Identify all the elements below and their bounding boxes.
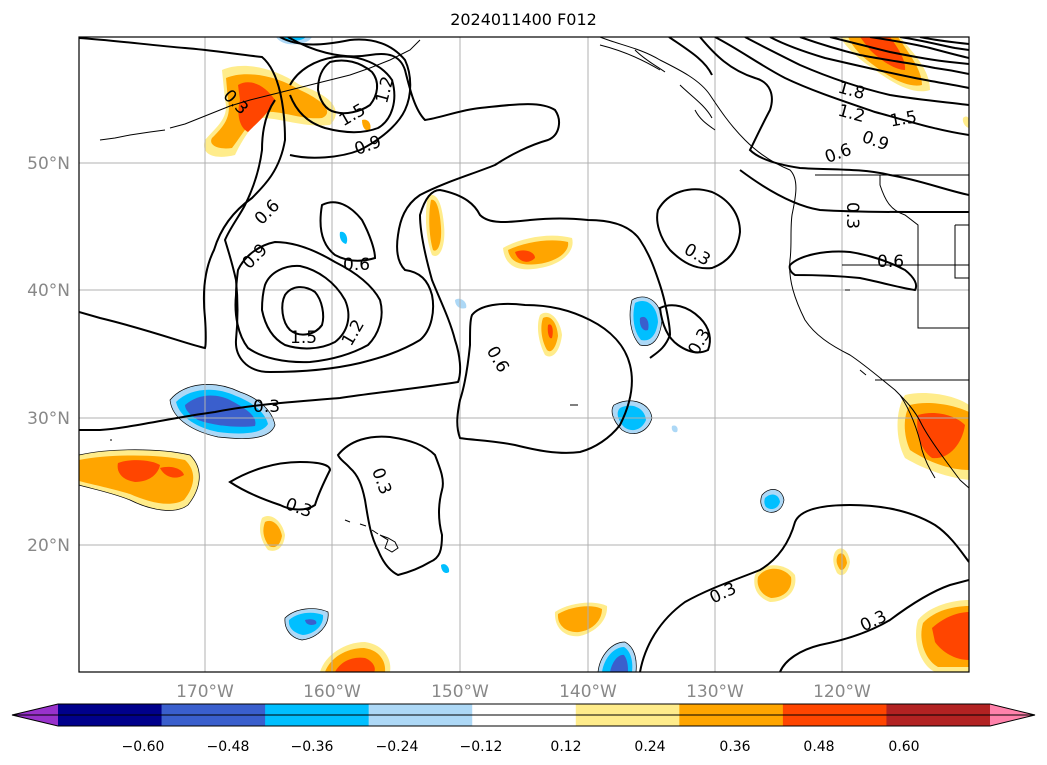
colorbar-tick-label: −0.12	[460, 739, 503, 755]
colorbar: −0.60 −0.48 −0.36 −0.24 −0.12 0.12 0.24 …	[11, 703, 1036, 755]
map-plot-area: 0.3 1.5 1.2 0.9 0.6 0.9 1.5 1.2 0.6 1.8 …	[79, 37, 969, 672]
colorbar-tick-label: 0.12	[550, 739, 581, 755]
latitude-labels: 50°N 40°N 30°N 20°N	[27, 154, 70, 556]
lat-label: 20°N	[27, 536, 70, 556]
grid-lines	[79, 37, 969, 672]
lon-label: 160°W	[303, 682, 361, 702]
colorbar-tick-label: −0.60	[122, 739, 165, 755]
colorbar-tick-labels: −0.60 −0.48 −0.36 −0.24 −0.12 0.12 0.24 …	[122, 739, 920, 755]
map-title: 2024011400 F012	[450, 10, 597, 29]
longitude-labels: 170°W 160°W 150°W 140°W 130°W 120°W	[176, 682, 871, 702]
lon-label: 120°W	[813, 682, 871, 702]
coastlines	[99, 37, 969, 553]
lat-label: 50°N	[27, 154, 70, 174]
colorbar-tick-label: −0.24	[376, 739, 419, 755]
colorbar-tick-label: −0.48	[207, 739, 250, 755]
colorbar-tick-label: 0.60	[888, 739, 919, 755]
colorbar-tick-label: 0.24	[634, 739, 665, 755]
lat-label: 40°N	[27, 281, 70, 301]
contour-label: 0.6	[877, 252, 904, 272]
colorbar-tick-label: 0.36	[719, 739, 750, 755]
colorbar-tick-label: 0.48	[803, 739, 834, 755]
contour-label: 0.3	[253, 397, 280, 417]
lon-label: 140°W	[559, 682, 617, 702]
colorbar-tick-label: −0.36	[291, 739, 334, 755]
lon-label: 150°W	[431, 682, 489, 702]
map-frame	[78, 36, 970, 673]
shaded-region-outlines	[79, 296, 785, 672]
colorbar-outline	[11, 703, 1036, 727]
contour-label: 0.6	[343, 255, 370, 275]
contour-label: 1.5	[888, 107, 918, 131]
contour-lines	[79, 37, 969, 672]
lon-label: 130°W	[686, 682, 744, 702]
lat-label: 30°N	[27, 409, 70, 429]
contour-label: 0.3	[842, 202, 862, 229]
lon-label: 170°W	[176, 682, 234, 702]
contour-label: 1.5	[290, 328, 317, 348]
